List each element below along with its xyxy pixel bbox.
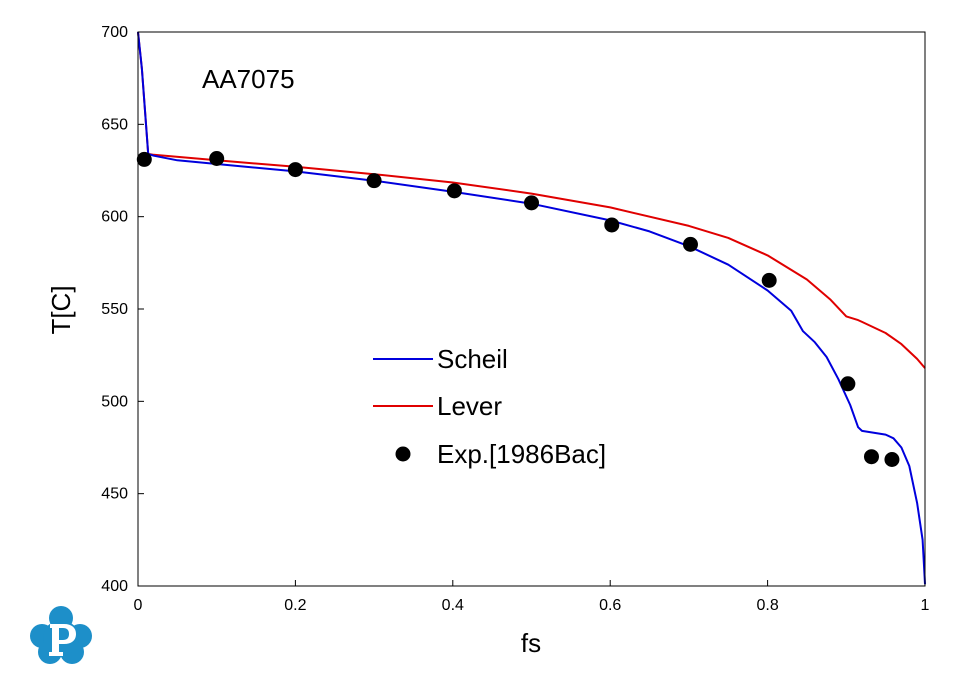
series-line-lever <box>137 31 926 369</box>
x-tick-label: 0.2 <box>284 597 306 614</box>
legend-label-experiment: Exp.[1986Bac] <box>437 439 606 469</box>
x-tick-label: 0.6 <box>599 597 621 614</box>
data-point <box>884 452 900 468</box>
data-point <box>287 162 303 178</box>
ticks-layer: 0 0.2 0.4 0.6 0.8 1 400 450 500 550 600 650 700 <box>101 24 929 614</box>
data-point <box>209 150 225 166</box>
y-tick-label: 650 <box>101 116 128 133</box>
data-point <box>682 236 698 252</box>
data-point <box>366 173 382 189</box>
series-line-scheil <box>137 31 926 585</box>
plot-frame <box>137 31 926 587</box>
y-tick-label: 400 <box>101 578 128 595</box>
x-tick-label: 0 <box>134 597 143 614</box>
x-tick-label: 0.8 <box>756 597 778 614</box>
series-layer <box>136 31 926 585</box>
y-tick-label: 700 <box>101 24 128 41</box>
data-point <box>524 195 539 211</box>
data-point <box>840 376 856 392</box>
x-tick-label: 1 <box>921 597 930 614</box>
x-axis-title: fs <box>521 628 541 658</box>
legend-label-scheil: Scheil <box>437 344 508 374</box>
data-point <box>863 449 879 465</box>
legend: Scheil Lever Exp.[1986Bac] <box>373 344 606 469</box>
data-point <box>136 151 152 167</box>
data-point <box>446 183 462 199</box>
y-tick-label: 550 <box>101 301 128 318</box>
y-tick-label: 600 <box>101 209 128 226</box>
data-point <box>761 272 777 288</box>
y-tick-label: 500 <box>101 393 128 410</box>
y-tick-label: 450 <box>101 486 128 503</box>
pandat-logo-icon <box>30 606 92 664</box>
legend-swatch-experiment <box>395 446 411 462</box>
data-point <box>604 217 620 233</box>
legend-label-lever: Lever <box>437 391 502 421</box>
chart-annotation: AA7075 <box>202 64 295 94</box>
y-axis-title: T[C] <box>46 285 76 334</box>
x-tick-label: 0.4 <box>442 597 464 614</box>
